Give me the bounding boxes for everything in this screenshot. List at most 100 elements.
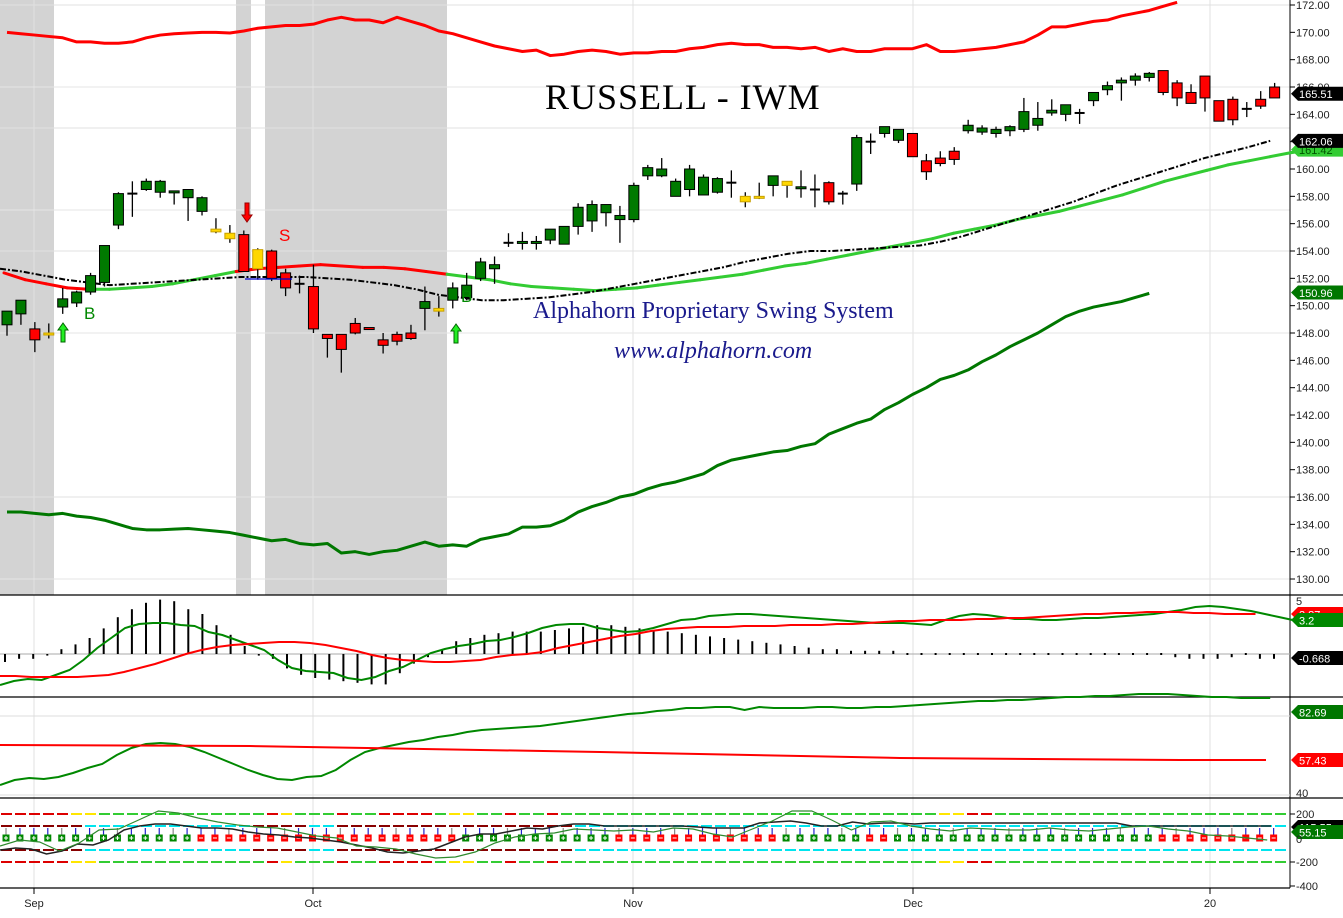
moving-average-line [1205,163,1230,172]
candle [1199,75,1211,112]
svg-text:-400: -400 [1296,881,1318,893]
svg-text:55.15: 55.15 [1299,828,1327,840]
candle [335,333,347,373]
moving-average-line [1226,159,1251,167]
candle [1213,100,1225,122]
svg-text:5: 5 [1296,596,1302,608]
x-tick-label: Nov [623,898,643,910]
candle [739,192,751,208]
moving-average-line [276,264,301,269]
candle [182,189,194,221]
candle [294,275,305,294]
candle [1157,70,1169,96]
moving-average-line [1247,155,1272,163]
candle [29,322,41,353]
svg-text:-0.668: -0.668 [1299,654,1330,666]
candle [558,225,570,245]
price-tick-label: 158.00 [1296,191,1330,203]
moving-average-line [65,286,90,291]
candle [1269,82,1281,99]
moving-average-dashed-line [0,139,1271,302]
svg-text:165.51: 165.51 [1299,89,1333,101]
moving-average-line [1078,198,1103,208]
lower-band-value-label: 150.96 [1291,285,1343,300]
price-tick-label: 152.00 [1296,273,1330,285]
candle [1,310,13,336]
cci-green-line [0,810,1268,859]
candle [196,196,208,216]
candle [349,317,361,335]
candle [684,164,696,197]
macd-signal-green-line [0,604,1293,686]
svg-text:200: 200 [1296,809,1314,821]
candle [210,218,222,234]
candle [656,158,668,178]
candle [726,170,737,198]
price-tick-label: 136.00 [1296,492,1330,504]
price-tick-label: 134.00 [1296,519,1330,531]
svg-text:-200: -200 [1296,857,1318,869]
moving-average-line [424,270,449,276]
candle [628,182,640,223]
candle [837,190,848,205]
buy-signal-label: B [84,304,95,323]
candle [530,235,542,250]
price-tick-label: 164.00 [1296,109,1330,121]
candle [391,331,403,346]
moving-average-line [445,272,470,279]
moving-average-line [614,286,639,291]
moving-average-line [698,275,723,282]
rsi-value-label: 82.69 [1291,705,1343,720]
price-tick-label: 156.00 [1296,219,1330,231]
moving-average-line [783,261,808,268]
candle [475,257,487,282]
candle [57,287,69,314]
candle [112,192,124,230]
rsi-green-line [0,693,1271,786]
candle [43,323,55,339]
moving-average-line [867,245,892,253]
candle [1115,77,1127,101]
candle [781,180,793,198]
candle [1255,91,1267,109]
price-tick-label: 142.00 [1296,410,1330,422]
candle [377,333,389,354]
cci-black-line [0,820,1271,855]
svg-text:150.96: 150.96 [1299,288,1333,300]
moving-average-line [1163,174,1188,183]
candle [600,204,612,227]
dashed-ma-value-label: 162.06 [1291,133,1343,148]
candle [906,132,918,158]
buy-signal-label: B [461,287,472,306]
moving-average-line [656,280,681,287]
cci-signal-value-label: 55.15 [1291,825,1343,840]
svg-text:82.69: 82.69 [1299,708,1327,720]
candle [753,182,765,200]
buy-arrow-icon [57,322,69,343]
candle [238,230,250,273]
candle [1129,73,1141,86]
moving-average-line [403,267,428,274]
candle [1004,125,1016,137]
candle [140,178,152,191]
macd-signal-value-label: 3.2 [1291,613,1343,628]
candle [670,178,682,197]
candle [516,231,528,250]
price-tick-label: 144.00 [1296,383,1330,395]
watermark-url: www.alphahorn.com [614,338,813,364]
svg-text:40: 40 [1296,788,1308,800]
candle [1046,99,1058,116]
candle [865,133,876,154]
shaded-region [0,0,54,595]
sell-signal-label: S [279,226,290,245]
candle [572,203,584,235]
candle [893,128,905,144]
candle [280,268,292,297]
moving-average-line [635,283,660,290]
candle [405,324,417,340]
price-tick-label: 172.00 [1296,0,1330,12]
moving-average-line [44,282,69,290]
candle [879,126,891,138]
candle [1088,91,1100,107]
rsi-signal-value-label: 57.43 [1291,753,1343,768]
